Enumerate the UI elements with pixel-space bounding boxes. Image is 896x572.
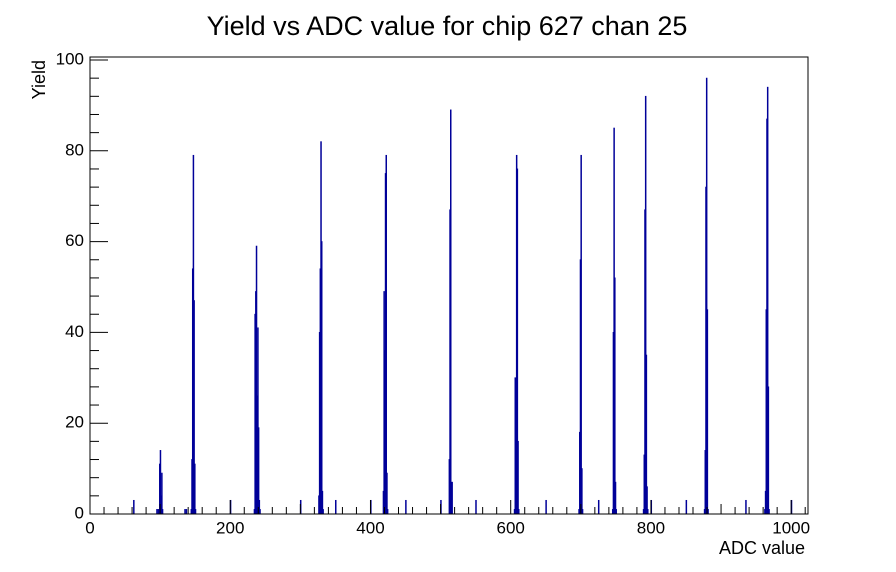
histogram-bar: [322, 509, 324, 515]
x-tick-label: 800: [637, 518, 665, 537]
y-tick-label: 100: [56, 49, 84, 68]
histogram-bar: [581, 468, 583, 515]
histogram-bar: [581, 509, 584, 515]
histogram-bar: [745, 499, 747, 515]
histogram-bar: [405, 499, 407, 515]
histogram-bar: [133, 499, 135, 515]
histogram-bar: [580, 154, 582, 515]
histogram-bar: [517, 440, 519, 515]
plot-frame: [89, 56, 809, 515]
x-tick-label: 600: [497, 518, 525, 537]
histogram-bar: [320, 241, 323, 515]
y-tick-label: 40: [65, 322, 84, 341]
histogram-bar: [451, 481, 453, 515]
y-axis-label: Yield: [29, 60, 49, 99]
histogram-bar: [194, 463, 196, 515]
histogram-bar: [707, 509, 709, 515]
histogram-bar: [685, 499, 688, 515]
x-tick-label: 0: [85, 518, 94, 537]
histogram-bar: [597, 499, 600, 515]
histogram-bar: [259, 509, 261, 515]
y-tick-label: 60: [65, 231, 84, 250]
x-tick-label: 200: [216, 518, 244, 537]
y-tick-label: 80: [65, 140, 84, 159]
histogram-bar: [157, 509, 160, 515]
histogram-bar: [156, 509, 158, 515]
histogram-bar: [161, 472, 163, 515]
chart-title: Yield vs ADC value for chip 627 chan 25: [207, 11, 688, 41]
histogram-bar: [768, 509, 770, 515]
y-tick-label: 20: [65, 413, 84, 432]
histogram-bar: [450, 109, 452, 515]
histogram-bar: [335, 499, 337, 515]
histogram-bar: [614, 277, 616, 515]
histogram-bar: [706, 309, 709, 515]
y-tick-label: 0: [75, 503, 84, 522]
histogram-bar: [475, 499, 477, 515]
histogram-bar: [194, 509, 197, 515]
histogram-bar: [184, 509, 186, 515]
histogram-bar: [185, 509, 188, 515]
histogram-bar: [647, 509, 649, 515]
histogram-bar: [615, 509, 617, 515]
x-tick-label: 1000: [772, 518, 810, 537]
x-axis-label: ADC value: [719, 538, 805, 558]
histogram-bar: [545, 499, 547, 515]
x-tick-label: 400: [356, 518, 384, 537]
histogram-bar: [386, 472, 388, 515]
histogram-bar: [767, 386, 770, 515]
histogram-bar: [161, 509, 164, 515]
histogram-bar: [385, 154, 387, 515]
histogram-bar: [518, 509, 520, 515]
histogram-bar: [386, 509, 389, 515]
